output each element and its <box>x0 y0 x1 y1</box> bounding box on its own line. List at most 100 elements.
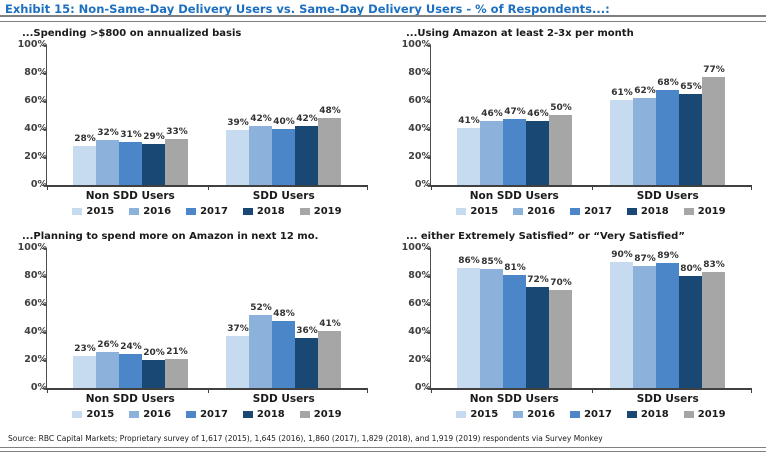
y-tick-label: 0% <box>30 382 47 393</box>
bar-value-label: 28% <box>74 133 96 144</box>
bar-fill <box>165 358 189 388</box>
y-tick-label: 20% <box>408 151 431 162</box>
bar-2017: 40% <box>272 45 296 185</box>
legend-label: 2018 <box>640 206 669 217</box>
bar-fill <box>610 99 634 185</box>
bar-value-label: 62% <box>634 86 656 97</box>
legend-item-2017: 2017 <box>186 206 228 217</box>
bar-group: 23% 26% 24% 20% 21% <box>62 248 200 388</box>
legend-label: 2016 <box>143 206 172 217</box>
y-tick-mark <box>42 332 46 333</box>
bar-value-label: 41% <box>319 318 341 329</box>
legend-label: 2015 <box>86 409 115 420</box>
legend-swatch <box>72 208 83 215</box>
y-tick-mark <box>42 248 46 249</box>
bar-fill <box>119 141 143 185</box>
bar-value-label: 65% <box>680 82 702 92</box>
bar-value-label: 33% <box>166 126 188 137</box>
y-tick-label: 40% <box>408 123 431 134</box>
bar-value-label: 50% <box>550 103 572 113</box>
bar-value-label: 46% <box>481 108 503 119</box>
bar-2018: 20% <box>142 248 166 388</box>
legend-label: 2017 <box>200 409 228 420</box>
chart-legend: 2015 2016 2017 2018 2019 <box>430 409 752 420</box>
bar-fill <box>549 115 573 185</box>
bar-value-label: 48% <box>273 308 295 319</box>
bar-2017: 24% <box>119 248 143 388</box>
bar-chart: 100% 80% 60% 40% 20% 0% 41% 46% 47% 46% 50% 61% 62% 6… <box>402 40 752 221</box>
category-label: Non SDD Users <box>469 393 559 405</box>
bar-fill <box>702 77 726 185</box>
bar-value-label: 70% <box>550 278 572 288</box>
legend-label: 2019 <box>697 409 726 420</box>
bar-fill <box>165 138 189 185</box>
bar-2016: 32% <box>96 45 120 185</box>
bar-chart: 100% 80% 60% 40% 20% 0% 28% 32% 31% 29% 33% 39% 42% 4… <box>18 40 368 221</box>
y-tick-label: 100% <box>17 242 47 253</box>
panel-spending: ...Spending >$800 on annualized basis 10… <box>0 21 384 224</box>
bar-group: 39% 42% 40% 42% 48% <box>215 45 353 185</box>
bar-2019: 41% <box>318 248 342 388</box>
bar-fill <box>96 351 120 388</box>
bar-fill <box>119 354 143 388</box>
bar-fill <box>142 144 166 185</box>
bar-2016: 85% <box>480 248 504 388</box>
bar-fill <box>679 276 703 388</box>
legend-item-2019: 2019 <box>683 206 726 217</box>
header-divider <box>0 15 766 22</box>
y-tick-mark <box>426 73 430 74</box>
bar-value-label: 32% <box>97 128 119 139</box>
chart-grid: ...Spending >$800 on annualized basis 10… <box>0 21 768 427</box>
bar-fill <box>503 119 527 185</box>
y-tick-label: 60% <box>408 95 431 106</box>
legend-swatch <box>299 411 310 418</box>
bar-value-label: 89% <box>657 251 679 262</box>
bar-groups: 41% 46% 47% 46% 50% 61% 62% 68% 65% 77% <box>431 45 752 185</box>
bar-value-label: 77% <box>703 65 725 76</box>
y-tick-mark <box>426 248 430 249</box>
bar-value-label: 68% <box>657 77 679 88</box>
category-label: SDD Users <box>636 190 699 202</box>
legend-label: 2017 <box>584 409 612 420</box>
bar-2018: 80% <box>679 248 703 388</box>
bar-2019: 50% <box>549 45 573 185</box>
legend-item-2016: 2016 <box>129 409 171 420</box>
legend-swatch <box>570 208 581 215</box>
bar-fill <box>679 94 703 185</box>
bar-value-label: 26% <box>97 339 119 350</box>
bar-fill <box>702 271 726 388</box>
bar-2018: 65% <box>679 45 703 185</box>
legend-label: 2018 <box>256 206 285 217</box>
y-tick-mark <box>42 388 46 389</box>
bar-fill <box>272 129 296 185</box>
bar-2018: 36% <box>295 248 319 388</box>
y-tick-label: 0% <box>30 179 47 190</box>
bar-2018: 29% <box>142 45 166 185</box>
legend-swatch <box>186 208 197 215</box>
bar-group: 86% 85% 81% 72% 70% <box>446 248 584 388</box>
y-tick-mark <box>42 360 46 361</box>
y-tick-mark <box>426 276 430 277</box>
bar-value-label: 90% <box>611 250 633 260</box>
bar-2017: 47% <box>503 45 527 185</box>
legend-item-2017: 2017 <box>570 409 612 420</box>
legend-item-2017: 2017 <box>186 409 228 420</box>
bar-2016: 52% <box>249 248 273 388</box>
y-tick-label: 40% <box>408 326 431 337</box>
bar-fill <box>295 126 319 185</box>
bar-value-label: 29% <box>143 132 165 143</box>
x-tick-mark <box>207 186 209 190</box>
bar-2019: 77% <box>702 45 726 185</box>
source-note: Source: RBC Capital Markets; Proprietary… <box>8 434 603 443</box>
legend-swatch <box>683 208 694 215</box>
y-tick-mark <box>426 185 430 186</box>
y-tick-label: 80% <box>408 270 431 281</box>
bar-value-label: 61% <box>611 87 633 98</box>
y-tick-label: 80% <box>24 67 47 78</box>
bar-fill <box>457 267 481 388</box>
bar-value-label: 41% <box>458 115 480 126</box>
bar-value-label: 21% <box>166 346 188 357</box>
y-tick-label: 80% <box>24 270 47 281</box>
bar-chart: 100% 80% 60% 40% 20% 0% 86% 85% 81% 72% 70% 90% 87% 8… <box>402 243 752 424</box>
bar-2016: 26% <box>96 248 120 388</box>
